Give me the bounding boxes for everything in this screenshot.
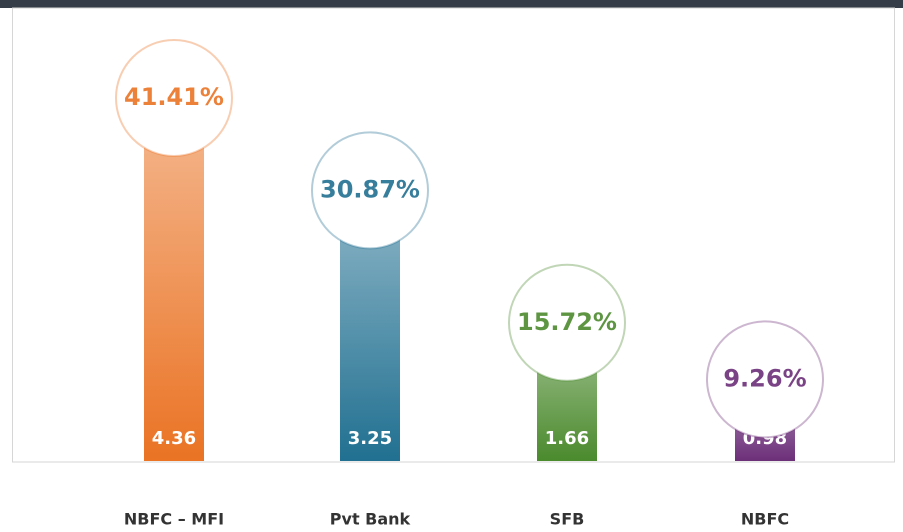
category-label: Pvt Bank bbox=[330, 510, 411, 529]
share-label: 9.26% bbox=[723, 364, 806, 392]
share-label: 15.72% bbox=[517, 308, 617, 336]
value-label: 4.36 bbox=[152, 428, 196, 449]
share-circle bbox=[311, 131, 429, 250]
share-label: 30.87% bbox=[320, 175, 420, 203]
value-label: 1.66 bbox=[545, 428, 589, 449]
bar bbox=[144, 98, 204, 461]
category-label: SFB bbox=[550, 510, 585, 529]
share-circle bbox=[115, 39, 233, 157]
category-label: NBFC – MFI bbox=[124, 510, 224, 529]
category-label: NBFC bbox=[741, 510, 789, 529]
share-circle bbox=[508, 263, 626, 382]
top-bar bbox=[0, 0, 903, 8]
share-circle bbox=[706, 320, 824, 439]
share-label: 41.41% bbox=[124, 83, 224, 111]
value-label: 3.25 bbox=[348, 428, 392, 449]
